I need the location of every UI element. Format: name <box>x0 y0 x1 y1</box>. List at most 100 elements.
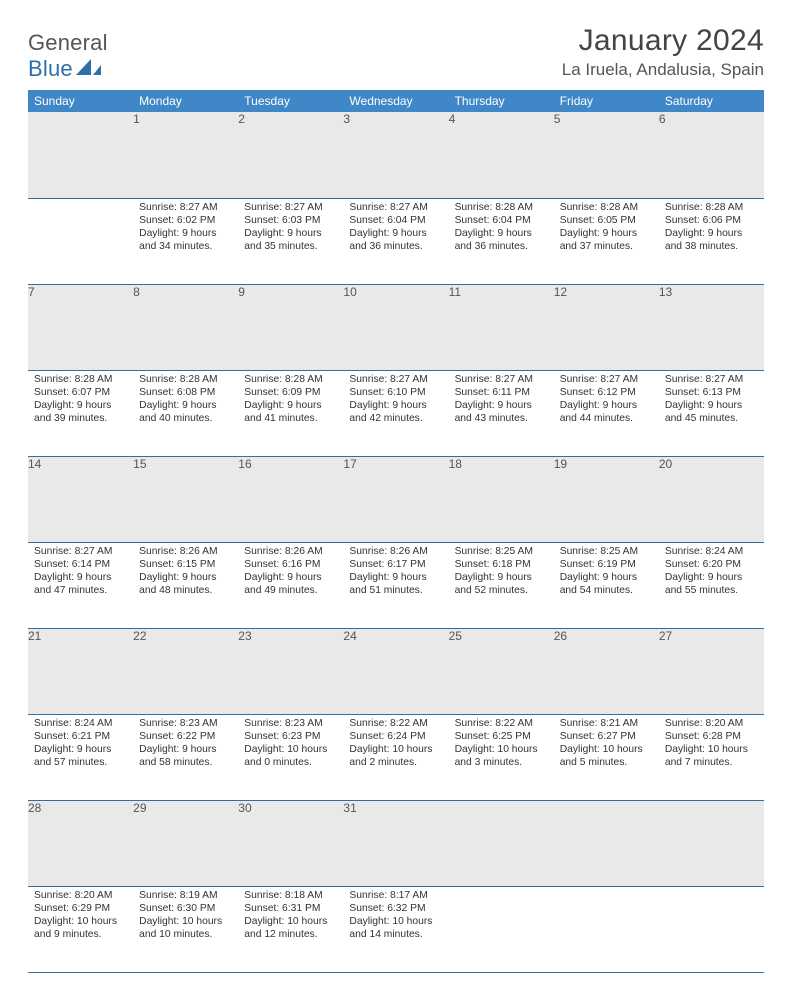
weekday-header: Friday <box>554 90 659 112</box>
weekday-header: Tuesday <box>238 90 343 112</box>
day-cell: Sunrise: 8:21 AMSunset: 6:27 PMDaylight:… <box>554 714 659 800</box>
day-cell: Sunrise: 8:28 AMSunset: 6:04 PMDaylight:… <box>449 198 554 284</box>
day-cell: Sunrise: 8:27 AMSunset: 6:11 PMDaylight:… <box>449 370 554 456</box>
logo-text-b: Blue <box>28 56 73 82</box>
daylight-text: Daylight: 9 hours and 49 minutes. <box>244 571 337 597</box>
sunset-text: Sunset: 6:18 PM <box>455 558 548 571</box>
daylight-text: Daylight: 10 hours and 12 minutes. <box>244 915 337 941</box>
daylight-text: Daylight: 9 hours and 48 minutes. <box>139 571 232 597</box>
day-cell: Sunrise: 8:17 AMSunset: 6:32 PMDaylight:… <box>343 886 448 972</box>
day-cell: Sunrise: 8:26 AMSunset: 6:15 PMDaylight:… <box>133 542 238 628</box>
sunrise-text: Sunrise: 8:23 AM <box>139 717 232 730</box>
sunrise-text: Sunrise: 8:27 AM <box>34 545 127 558</box>
daylight-text: Daylight: 9 hours and 45 minutes. <box>665 399 758 425</box>
day-number: 13 <box>659 284 764 370</box>
daylight-text: Daylight: 10 hours and 0 minutes. <box>244 743 337 769</box>
sunrise-text: Sunrise: 8:28 AM <box>34 373 127 386</box>
sunrise-text: Sunrise: 8:28 AM <box>665 201 758 214</box>
daylight-text: Daylight: 9 hours and 58 minutes. <box>139 743 232 769</box>
sunset-text: Sunset: 6:04 PM <box>455 214 548 227</box>
daylight-text: Daylight: 9 hours and 35 minutes. <box>244 227 337 253</box>
day-number: 16 <box>238 456 343 542</box>
daylight-text: Daylight: 9 hours and 36 minutes. <box>455 227 548 253</box>
daylight-text: Daylight: 9 hours and 44 minutes. <box>560 399 653 425</box>
sunrise-text: Sunrise: 8:24 AM <box>665 545 758 558</box>
day-number: 6 <box>659 112 764 198</box>
day-cell: Sunrise: 8:24 AMSunset: 6:21 PMDaylight:… <box>28 714 133 800</box>
sunrise-text: Sunrise: 8:28 AM <box>139 373 232 386</box>
sunset-text: Sunset: 6:16 PM <box>244 558 337 571</box>
sunset-text: Sunset: 6:08 PM <box>139 386 232 399</box>
sail-icon <box>76 59 102 77</box>
calendar-table: Sunday Monday Tuesday Wednesday Thursday… <box>28 90 764 973</box>
day-number: 17 <box>343 456 448 542</box>
weekday-header: Sunday <box>28 90 133 112</box>
sunrise-text: Sunrise: 8:23 AM <box>244 717 337 730</box>
sunset-text: Sunset: 6:10 PM <box>349 386 442 399</box>
sunset-text: Sunset: 6:23 PM <box>244 730 337 743</box>
day-cell: Sunrise: 8:28 AMSunset: 6:09 PMDaylight:… <box>238 370 343 456</box>
sunrise-text: Sunrise: 8:27 AM <box>665 373 758 386</box>
day-number: 26 <box>554 628 659 714</box>
sunset-text: Sunset: 6:11 PM <box>455 386 548 399</box>
day-cell: Sunrise: 8:18 AMSunset: 6:31 PMDaylight:… <box>238 886 343 972</box>
day-number: 21 <box>28 628 133 714</box>
sunset-text: Sunset: 6:09 PM <box>244 386 337 399</box>
sunrise-text: Sunrise: 8:21 AM <box>560 717 653 730</box>
sunrise-text: Sunrise: 8:24 AM <box>34 717 127 730</box>
month-title: January 2024 <box>562 24 764 58</box>
sunset-text: Sunset: 6:13 PM <box>665 386 758 399</box>
daylight-text: Daylight: 9 hours and 57 minutes. <box>34 743 127 769</box>
logo: General Blue <box>28 30 108 82</box>
daynum-row: 21222324252627 <box>28 628 764 714</box>
sunset-text: Sunset: 6:29 PM <box>34 902 127 915</box>
day-number: 8 <box>133 284 238 370</box>
daylight-text: Daylight: 10 hours and 2 minutes. <box>349 743 442 769</box>
day-cell <box>554 886 659 972</box>
sunset-text: Sunset: 6:02 PM <box>139 214 232 227</box>
day-cell: Sunrise: 8:27 AMSunset: 6:04 PMDaylight:… <box>343 198 448 284</box>
week-row: Sunrise: 8:28 AMSunset: 6:07 PMDaylight:… <box>28 370 764 456</box>
daylight-text: Daylight: 9 hours and 54 minutes. <box>560 571 653 597</box>
day-cell: Sunrise: 8:25 AMSunset: 6:18 PMDaylight:… <box>449 542 554 628</box>
sunset-text: Sunset: 6:20 PM <box>665 558 758 571</box>
sunrise-text: Sunrise: 8:27 AM <box>455 373 548 386</box>
daylight-text: Daylight: 9 hours and 41 minutes. <box>244 399 337 425</box>
sunset-text: Sunset: 6:22 PM <box>139 730 232 743</box>
day-number: 20 <box>659 456 764 542</box>
day-number: 18 <box>449 456 554 542</box>
daylight-text: Daylight: 9 hours and 42 minutes. <box>349 399 442 425</box>
day-number: 19 <box>554 456 659 542</box>
day-number <box>554 800 659 886</box>
daylight-text: Daylight: 10 hours and 3 minutes. <box>455 743 548 769</box>
weekday-header: Saturday <box>659 90 764 112</box>
sunset-text: Sunset: 6:15 PM <box>139 558 232 571</box>
day-number: 29 <box>133 800 238 886</box>
day-number: 30 <box>238 800 343 886</box>
day-cell: Sunrise: 8:28 AMSunset: 6:06 PMDaylight:… <box>659 198 764 284</box>
day-cell: Sunrise: 8:28 AMSunset: 6:08 PMDaylight:… <box>133 370 238 456</box>
location-subtitle: La Iruela, Andalusia, Spain <box>562 60 764 80</box>
day-cell: Sunrise: 8:27 AMSunset: 6:13 PMDaylight:… <box>659 370 764 456</box>
day-cell <box>659 886 764 972</box>
day-number: 14 <box>28 456 133 542</box>
day-cell: Sunrise: 8:28 AMSunset: 6:07 PMDaylight:… <box>28 370 133 456</box>
daynum-row: 28293031 <box>28 800 764 886</box>
sunrise-text: Sunrise: 8:27 AM <box>349 201 442 214</box>
daynum-row: 78910111213 <box>28 284 764 370</box>
logo-text: General Blue <box>28 30 108 82</box>
day-cell: Sunrise: 8:22 AMSunset: 6:24 PMDaylight:… <box>343 714 448 800</box>
daylight-text: Daylight: 10 hours and 7 minutes. <box>665 743 758 769</box>
sunset-text: Sunset: 6:04 PM <box>349 214 442 227</box>
day-cell: Sunrise: 8:27 AMSunset: 6:03 PMDaylight:… <box>238 198 343 284</box>
sunrise-text: Sunrise: 8:27 AM <box>560 373 653 386</box>
sunset-text: Sunset: 6:30 PM <box>139 902 232 915</box>
sunset-text: Sunset: 6:24 PM <box>349 730 442 743</box>
logo-text-a: General <box>28 30 108 55</box>
sunrise-text: Sunrise: 8:20 AM <box>665 717 758 730</box>
day-cell: Sunrise: 8:23 AMSunset: 6:22 PMDaylight:… <box>133 714 238 800</box>
sunrise-text: Sunrise: 8:17 AM <box>349 889 442 902</box>
sunrise-text: Sunrise: 8:27 AM <box>244 201 337 214</box>
day-number: 12 <box>554 284 659 370</box>
sunset-text: Sunset: 6:31 PM <box>244 902 337 915</box>
